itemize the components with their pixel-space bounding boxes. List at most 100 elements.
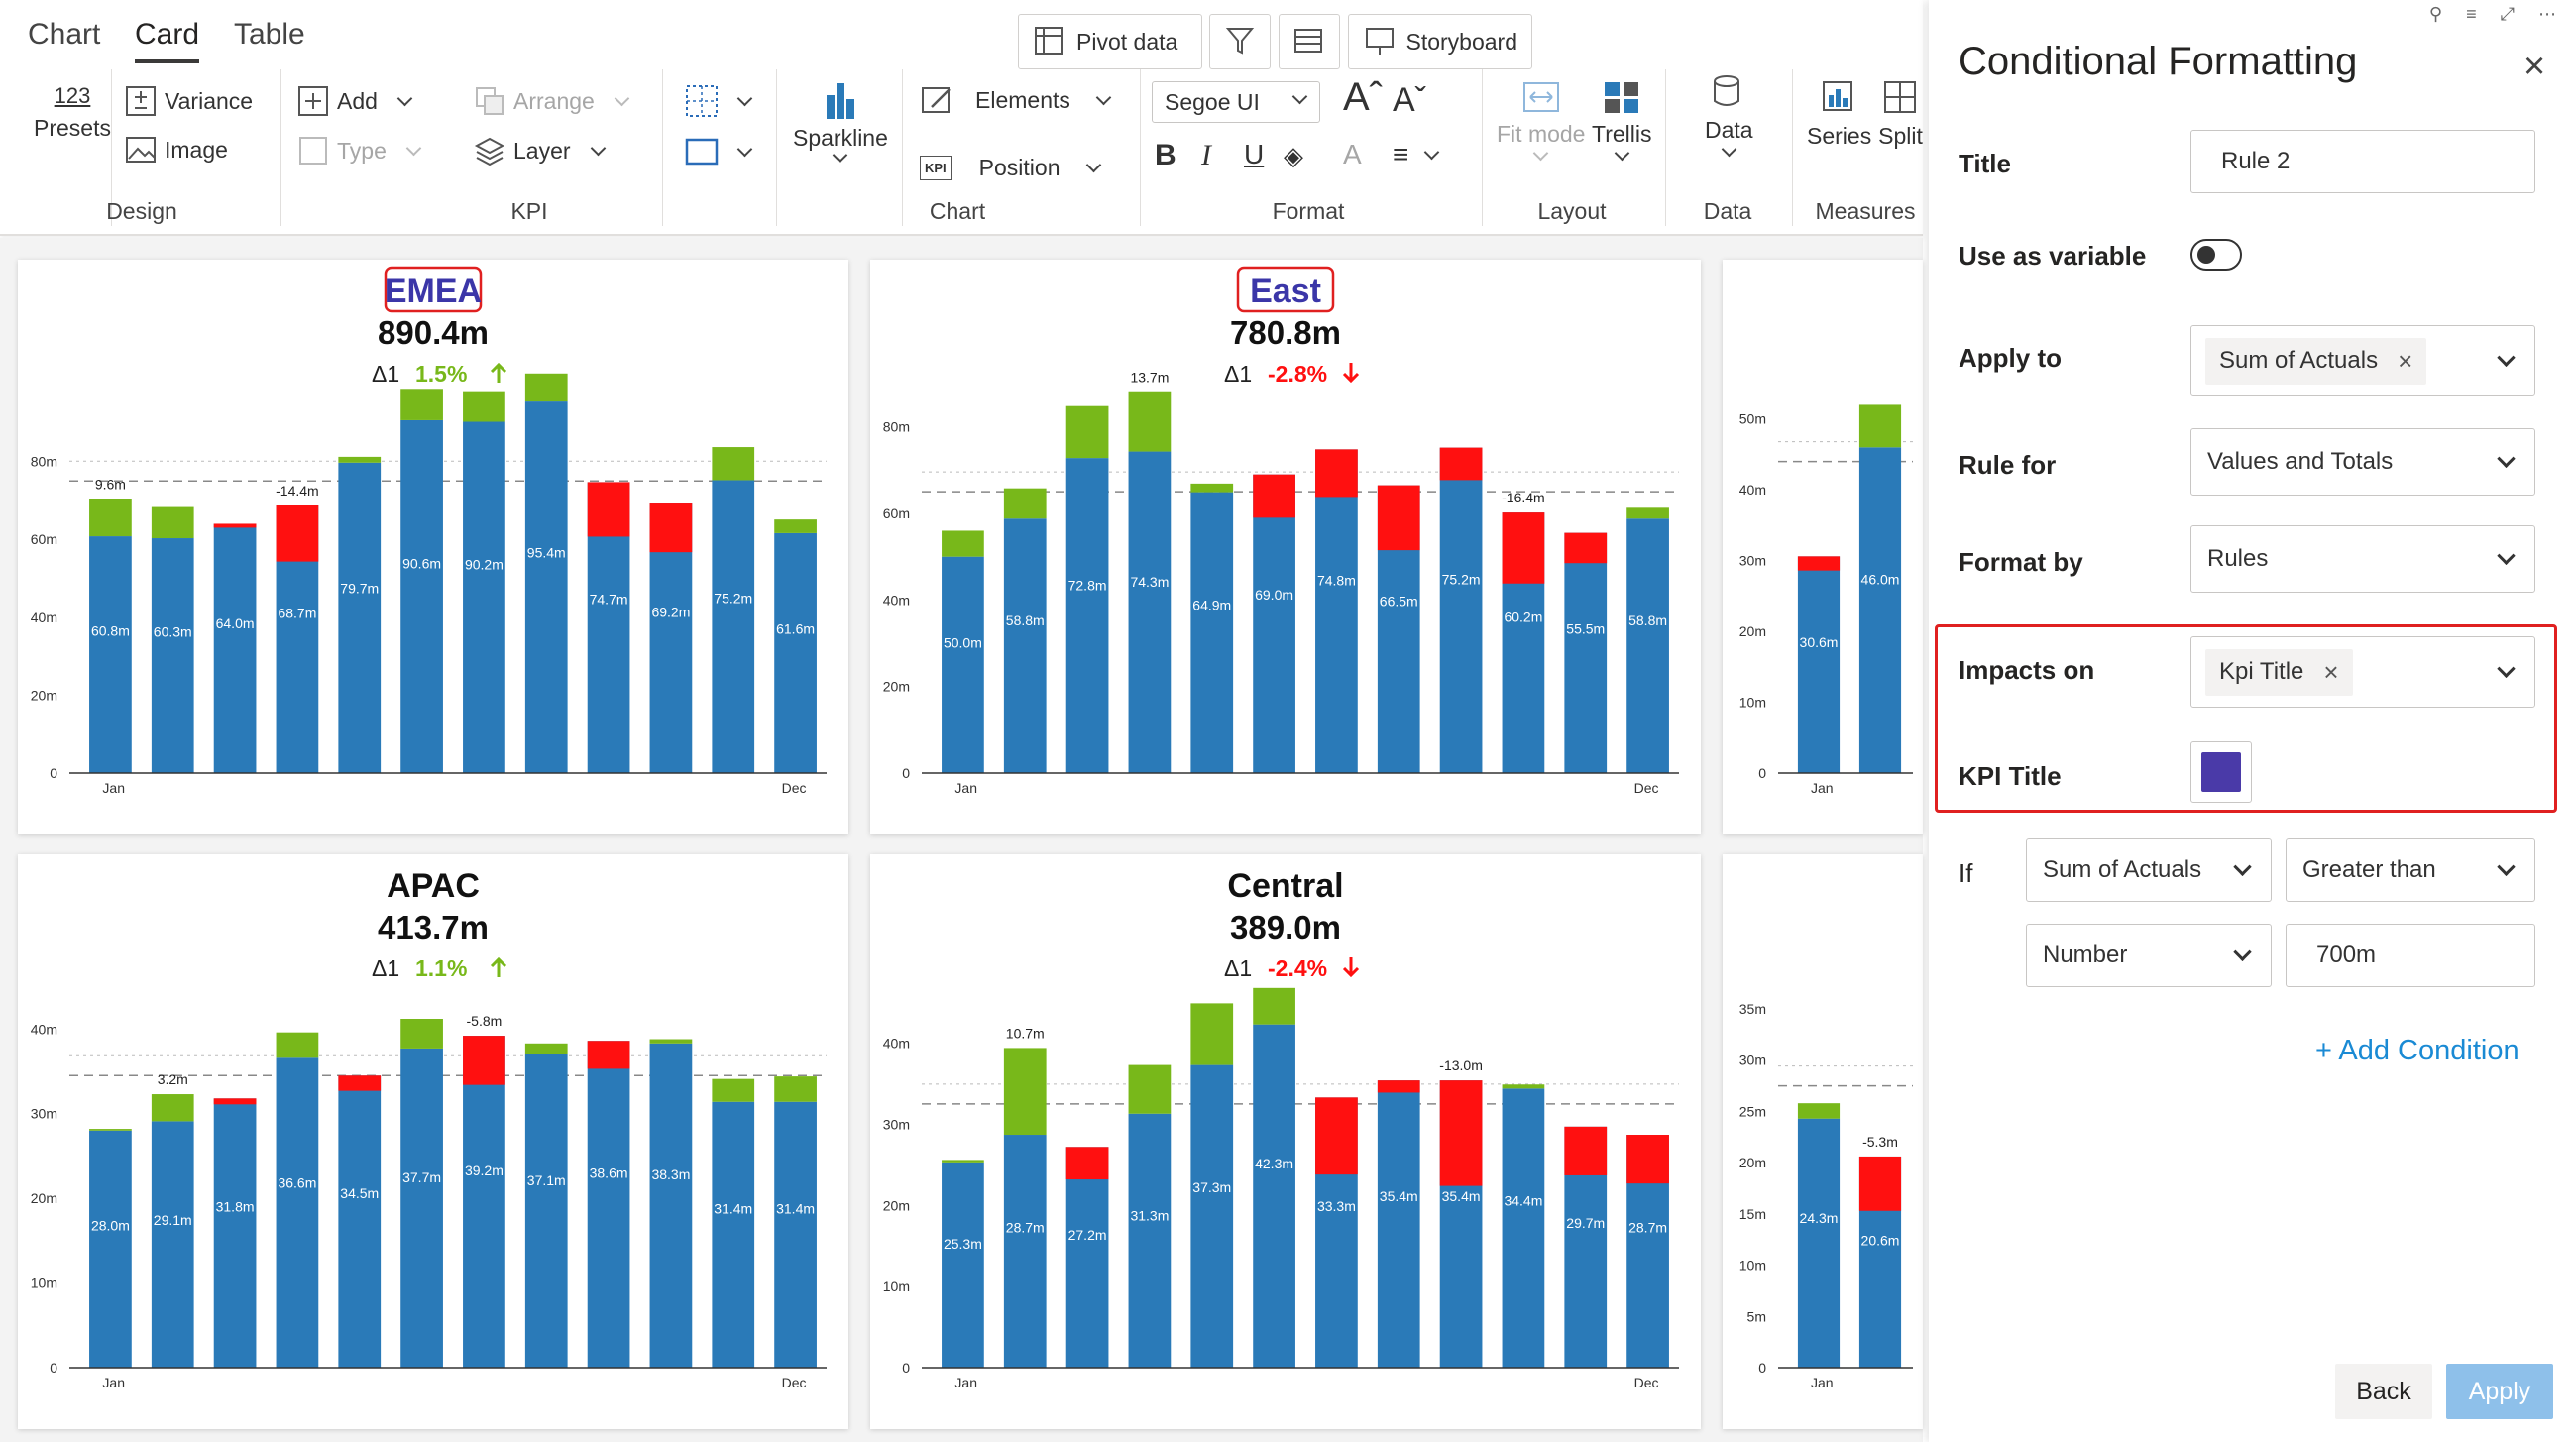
data-button[interactable]: Data <box>1705 73 1753 158</box>
report-canvas: EMEA 890.4m Δ1 1.5% 0 20m 40m 60m 80m 60.8m 60.3m 6… <box>0 238 1923 1442</box>
title-input[interactable]: Rule 2 <box>2190 130 2535 193</box>
layer-button[interactable]: Layer <box>474 135 606 166</box>
chevron-down-icon <box>1291 88 1308 105</box>
remove-tag-icon[interactable]: × <box>2398 345 2413 376</box>
remove-tag-icon[interactable]: × <box>2323 656 2339 687</box>
bar <box>213 1098 257 1368</box>
expand-icon[interactable]: ⤢ <box>2500 4 2515 24</box>
arrange-button[interactable]: Arrange <box>474 85 630 117</box>
delta-value: 1.5% <box>415 361 467 387</box>
presets-button[interactable]: 123 Presets <box>34 83 111 142</box>
arrow-down-icon <box>1342 957 1360 978</box>
font-color-button[interactable]: A <box>1343 139 1362 170</box>
italic-button[interactable]: I <box>1201 139 1211 172</box>
bar-value-label: 24.3m <box>1800 1210 1839 1226</box>
variance-bar-negative <box>1564 532 1608 564</box>
more-icon[interactable]: ⋯ <box>2538 4 2556 24</box>
font-shrink-icon: Aˇ <box>1393 81 1426 119</box>
storyboard-button[interactable]: Storyboard <box>1348 14 1532 69</box>
bar-value-label: 35.4m <box>1442 1188 1481 1204</box>
bar <box>1190 492 1234 773</box>
add-button[interactable]: Add <box>297 85 413 117</box>
filter-format-button[interactable] <box>1209 14 1271 69</box>
impacts-on-select[interactable]: Kpi Title × <box>2190 636 2535 708</box>
pin-icon[interactable]: ⚲ <box>2428 4 2443 24</box>
sparkline-button[interactable]: Sparkline <box>793 79 888 164</box>
x-tick-label: Jan <box>954 780 977 796</box>
y-tick-label: 0 <box>50 765 57 781</box>
variance-bar-positive <box>712 447 755 481</box>
bar-value-label: 90.2m <box>465 556 504 572</box>
tab-table[interactable]: Table <box>234 18 305 51</box>
type-button[interactable]: Type <box>297 135 422 166</box>
border-button[interactable] <box>684 135 753 168</box>
variance-button[interactable]: Variance <box>125 85 253 117</box>
use-as-variable-toggle[interactable] <box>2190 239 2242 271</box>
selection-button[interactable] <box>684 83 753 119</box>
bar-value-label: 90.6m <box>402 555 441 571</box>
x-tick-label: Dec <box>1634 780 1659 796</box>
bar <box>89 536 132 773</box>
bar-value-label: 75.2m <box>714 591 752 607</box>
position-button[interactable]: KPI Position <box>920 155 1101 181</box>
underline-button[interactable]: U <box>1244 139 1264 170</box>
if-type-select[interactable]: Number <box>2026 924 2272 987</box>
chevron-down-icon <box>590 140 606 156</box>
chevron-down-icon <box>2497 348 2516 367</box>
if-measure-select[interactable]: Sum of Actuals <box>2026 838 2272 902</box>
arrow-down-icon <box>1342 363 1360 384</box>
fit-mode-button[interactable]: Fit mode <box>1497 79 1585 162</box>
split-button[interactable]: Split <box>1878 79 1923 150</box>
series-button[interactable]: Series <box>1807 79 1871 150</box>
table-format-button[interactable] <box>1279 14 1340 69</box>
chevron-down-icon <box>2497 857 2516 876</box>
kpi-card-apac[interactable]: APAC 413.7m Δ1 1.1% 0 10m 20m 30m 40m 28.0m 29.1m 3… <box>18 854 848 1429</box>
variance-annotation: 9.6m <box>95 476 126 492</box>
y-tick-label: 80m <box>31 454 57 470</box>
if-operator-select[interactable]: Greater than <box>2286 838 2535 902</box>
bar-value-label: 55.5m <box>1566 620 1605 636</box>
variance-bar-negative <box>1315 1097 1358 1175</box>
variance-bar-positive <box>1253 987 1295 1025</box>
align-button[interactable]: ≡ <box>1393 139 1440 170</box>
y-tick-label: 30m <box>31 1106 57 1122</box>
variance-bar-positive <box>89 1129 132 1131</box>
grow-font-button[interactable]: Aˆ <box>1343 75 1383 120</box>
bar-value-label: 38.3m <box>651 1166 690 1182</box>
kpi-card-central[interactable]: Central 389.0m Δ1 -2.4% 0 10m 20m 30m 40m 25.3m 28… <box>870 854 1701 1429</box>
close-icon[interactable]: × <box>2523 46 2546 87</box>
add-condition-link[interactable]: + Add Condition <box>2315 1035 2520 1066</box>
trellis-button[interactable]: Trellis <box>1592 79 1651 162</box>
type-label: Type <box>337 137 387 164</box>
pivot-data-button[interactable]: Pivot data <box>1018 14 1202 69</box>
kpi-card-emea[interactable]: EMEA 890.4m Δ1 1.5% 0 20m 40m 60m 80m 60.8m 60.3m 6… <box>18 260 848 834</box>
rule-for-select[interactable]: Values and Totals <box>2190 428 2535 496</box>
if-value-input[interactable]: 700m <box>2286 924 2535 987</box>
elements-button[interactable]: Elements <box>920 83 1112 117</box>
apply-to-select[interactable]: Sum of Actuals × <box>2190 325 2535 396</box>
bar-value-label: 64.0m <box>216 615 255 631</box>
kpi-title-color-picker[interactable] <box>2190 741 2252 803</box>
filter-icon[interactable]: ≡ <box>2466 4 2477 24</box>
variance-bar-negative <box>1858 1156 1902 1211</box>
fill-color-button[interactable]: ◈ <box>1284 141 1303 171</box>
kpi-card-partial-1[interactable]: 0 10m 20m 30m 40m 50m 30.6m 46.0m Jan <box>1723 260 1923 834</box>
y-tick-label: 0 <box>1758 765 1766 781</box>
bold-button[interactable]: B <box>1155 139 1176 172</box>
selection-icon <box>686 85 718 117</box>
shrink-font-button[interactable]: Aˇ <box>1393 81 1426 120</box>
variance-bar-positive <box>151 506 194 539</box>
tab-chart[interactable]: Chart <box>28 18 101 51</box>
panel-title: Conditional Formatting <box>1959 40 2358 83</box>
font-family-select[interactable]: Segoe UI <box>1152 81 1320 123</box>
apply-button[interactable]: Apply <box>2446 1364 2553 1419</box>
kpi-card-partial-2[interactable]: 0 5m 10m 15m 20m 25m 30m 35m 24.3m 20.6m -5.3m Jan <box>1723 854 1923 1429</box>
kpi-card-east[interactable]: East 780.8m Δ1 -2.8% 0 20m 40m 60m 80m 50.0m 58.8m… <box>870 260 1701 834</box>
tab-card[interactable]: Card <box>135 18 200 63</box>
format-by-select[interactable]: Rules <box>2190 525 2535 593</box>
y-tick-label: 40m <box>883 592 910 608</box>
bar <box>463 421 505 773</box>
card-chart-svg: APAC 413.7m Δ1 1.1% 0 10m 20m 30m 40m 28.0m 29.1m 3… <box>31 867 827 1390</box>
image-button[interactable]: Image <box>125 135 228 165</box>
back-button[interactable]: Back <box>2335 1364 2432 1419</box>
